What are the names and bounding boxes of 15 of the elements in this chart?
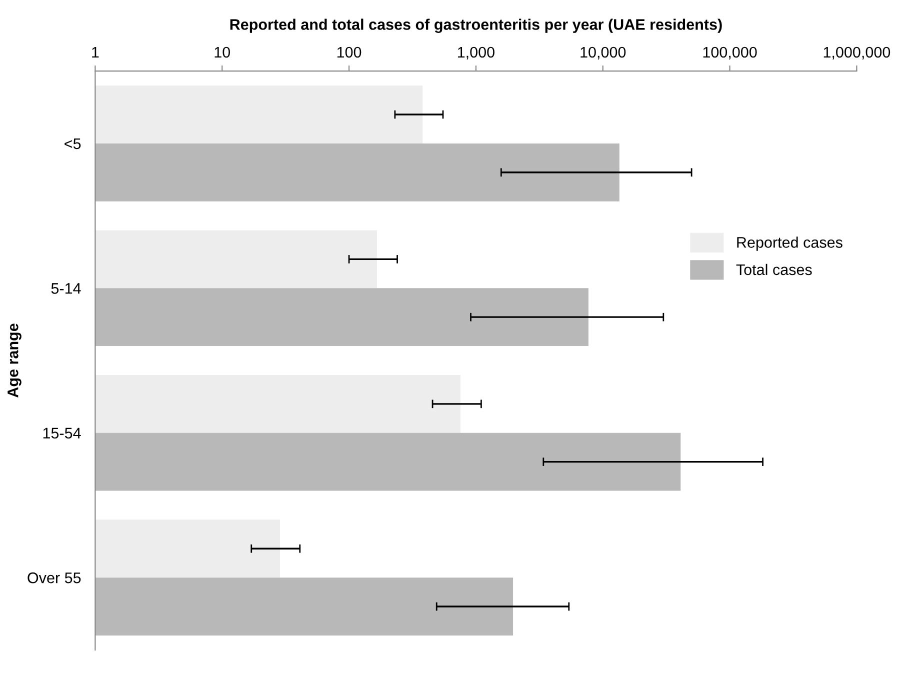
x-tick-label: 10,000: [580, 46, 626, 60]
x-axis-title: Reported and total cases of gastroenteritis per year (UAE residents): [230, 18, 722, 33]
y-tick-label: 5-14: [51, 283, 81, 294]
x-tick-label: 1,000: [458, 46, 494, 60]
y-tick-label: Over 55: [28, 572, 81, 584]
y-tick-label: 15-54: [43, 428, 81, 439]
legend-label: Total cases: [736, 264, 812, 276]
x-tick-label: 1,000,000: [824, 46, 890, 60]
y-axis-title: Age range: [8, 324, 22, 398]
x-tick-label: 10: [214, 46, 230, 58]
x-tick-label: 100: [337, 46, 362, 58]
x-tick-label: 100,000: [703, 46, 757, 60]
x-tick-label: 1: [92, 46, 99, 58]
legend-label: Reported cases: [737, 236, 842, 251]
y-tick-label: <5: [64, 138, 81, 150]
